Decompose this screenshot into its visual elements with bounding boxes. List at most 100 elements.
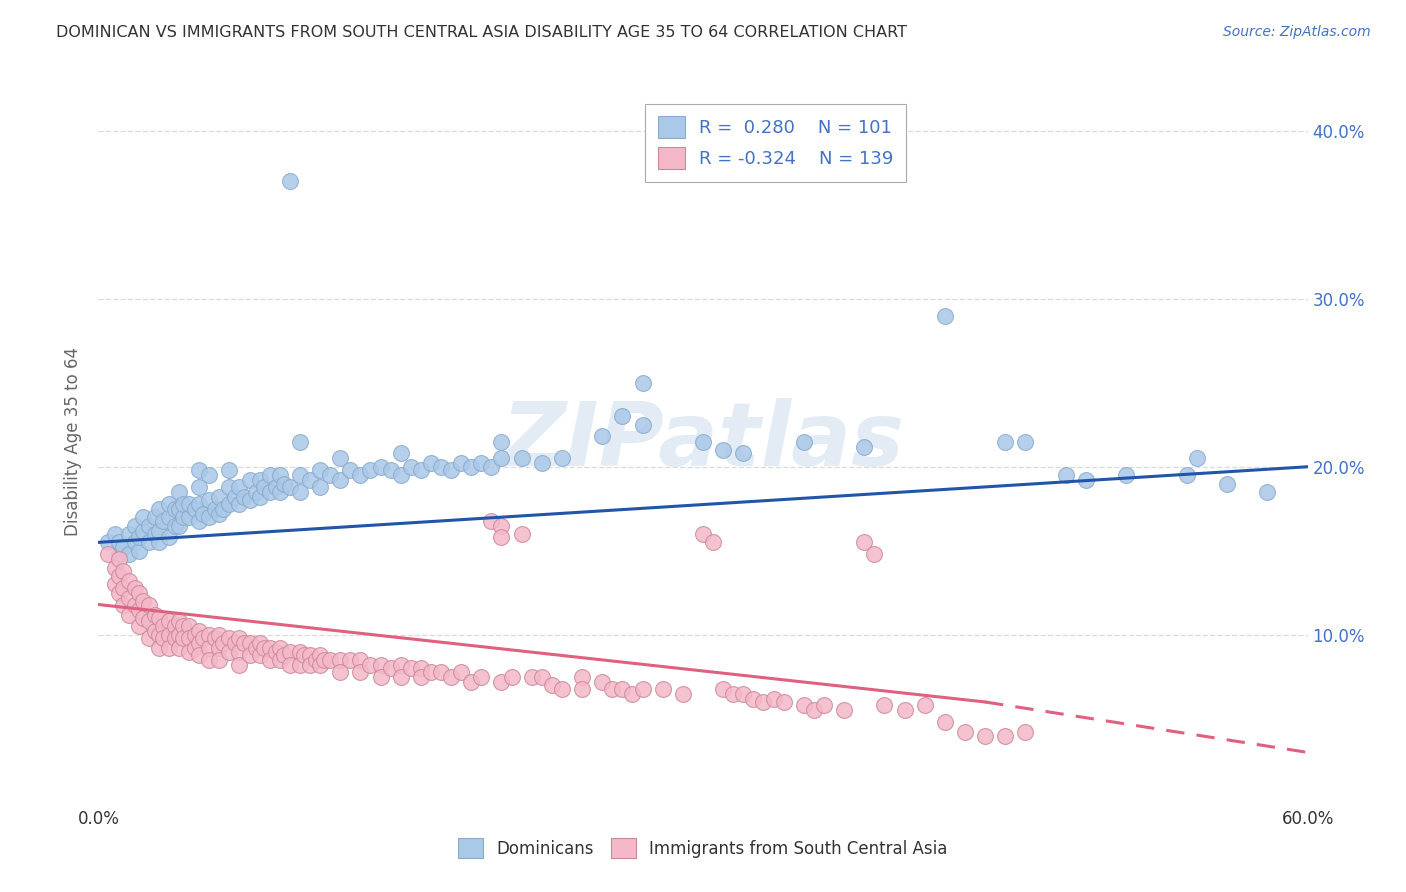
Point: [893, 703, 915, 717]
Point: [288, 485, 311, 500]
Point: [198, 628, 221, 642]
Point: [239, 493, 262, 508]
Point: [288, 658, 311, 673]
Point: [470, 456, 492, 470]
Point: [273, 476, 295, 491]
Text: DOMINICAN VS IMMIGRANTS FROM SOUTH CENTRAL ASIA DISABILITY AGE 35 TO 64 CORRELAT: DOMINICAN VS IMMIGRANTS FROM SOUTH CENTR…: [56, 25, 907, 40]
Point: [148, 628, 170, 642]
Point: [111, 564, 134, 578]
Point: [299, 648, 322, 662]
Point: [218, 480, 240, 494]
Point: [198, 641, 221, 656]
Point: [249, 648, 271, 662]
Point: [132, 594, 155, 608]
Point: [157, 615, 180, 629]
Point: [138, 631, 160, 645]
Point: [733, 446, 755, 460]
Point: [530, 670, 553, 684]
Point: [118, 591, 141, 605]
Point: [157, 641, 180, 656]
Point: [167, 615, 190, 629]
Point: [163, 631, 186, 645]
Point: [269, 653, 291, 667]
Point: [264, 480, 287, 494]
Point: [571, 670, 593, 684]
Point: [631, 417, 654, 432]
Point: [793, 698, 815, 713]
Point: [551, 681, 574, 696]
Point: [157, 530, 180, 544]
Point: [212, 636, 235, 650]
Point: [224, 490, 246, 504]
Point: [278, 658, 301, 673]
Point: [813, 698, 835, 713]
Point: [349, 653, 371, 667]
Point: [339, 463, 361, 477]
Point: [188, 497, 211, 511]
Point: [591, 674, 613, 689]
Point: [440, 463, 463, 477]
Point: [111, 581, 134, 595]
Point: [278, 644, 301, 658]
Point: [167, 485, 190, 500]
Point: [107, 569, 129, 583]
Point: [994, 434, 1017, 449]
Point: [319, 468, 342, 483]
Point: [232, 636, 254, 650]
Point: [934, 309, 956, 323]
Point: [152, 619, 174, 633]
Point: [167, 501, 190, 516]
Point: [1185, 451, 1208, 466]
Text: ZIPatlas: ZIPatlas: [502, 398, 904, 485]
Point: [602, 681, 624, 696]
Point: [339, 653, 361, 667]
Point: [188, 636, 211, 650]
Point: [470, 670, 492, 684]
Point: [124, 598, 146, 612]
Point: [198, 510, 221, 524]
Point: [863, 547, 886, 561]
Point: [163, 619, 186, 633]
Point: [631, 681, 654, 696]
Point: [692, 434, 714, 449]
Point: [128, 530, 150, 544]
Point: [193, 631, 215, 645]
Point: [259, 641, 281, 656]
Point: [232, 490, 254, 504]
Point: [269, 485, 291, 500]
Point: [239, 473, 262, 487]
Point: [259, 485, 281, 500]
Point: [702, 535, 724, 549]
Point: [208, 641, 231, 656]
Point: [228, 658, 250, 673]
Point: [228, 644, 250, 658]
Point: [138, 598, 160, 612]
Point: [742, 691, 765, 706]
Point: [752, 695, 775, 709]
Point: [132, 524, 155, 538]
Point: [399, 661, 422, 675]
Point: [239, 636, 262, 650]
Point: [1175, 468, 1198, 483]
Point: [510, 527, 533, 541]
Point: [148, 524, 170, 538]
Point: [1014, 434, 1036, 449]
Y-axis label: Disability Age 35 to 64: Disability Age 35 to 64: [65, 347, 83, 536]
Point: [259, 653, 281, 667]
Point: [314, 653, 336, 667]
Point: [491, 434, 513, 449]
Point: [157, 510, 180, 524]
Point: [218, 644, 240, 658]
Point: [138, 535, 160, 549]
Point: [491, 674, 513, 689]
Point: [430, 665, 453, 679]
Point: [389, 468, 412, 483]
Point: [249, 490, 271, 504]
Point: [128, 602, 150, 616]
Point: [501, 670, 523, 684]
Point: [711, 681, 734, 696]
Point: [329, 653, 352, 667]
Point: [409, 670, 432, 684]
Point: [128, 619, 150, 633]
Point: [157, 628, 180, 642]
